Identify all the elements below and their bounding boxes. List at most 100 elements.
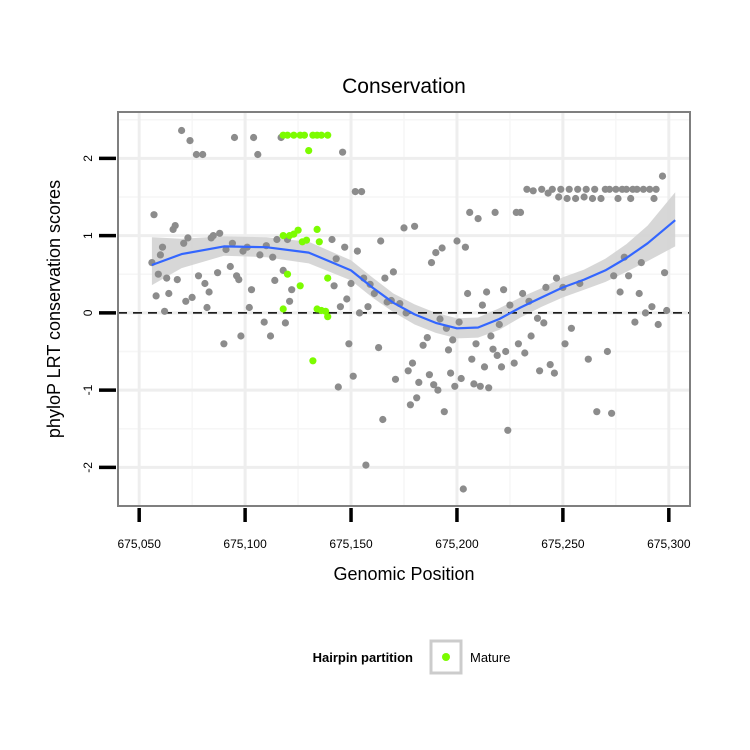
point [527,332,535,340]
point [658,172,667,180]
point [271,276,279,284]
point [466,208,474,216]
point [220,340,228,348]
point [334,383,342,391]
point [572,194,580,203]
point [502,347,510,356]
point [474,215,482,223]
smooth-fit-line [151,219,676,330]
point [209,232,217,240]
mature-point [324,131,332,139]
mature-point [296,282,304,290]
mature-point [309,357,317,365]
point [510,359,518,367]
point [370,289,378,298]
point [550,369,559,377]
mature-point [322,307,330,315]
point [226,262,234,271]
mature-point [294,226,302,234]
point [413,394,421,402]
point [470,380,478,388]
x-tick-label: 675,300 [647,537,691,551]
point [504,426,512,434]
point [453,237,461,245]
point [641,309,650,317]
point [608,409,616,417]
point [529,187,537,195]
x-tick-label: 675,200 [435,537,479,551]
point [516,208,525,216]
x-axis-ticks: 675,050 675,100 675,150 675,200 675,250 675,3… [117,508,691,551]
point [574,185,582,193]
point [584,355,592,363]
point [548,185,556,193]
point [472,340,480,348]
plot-panel [117,111,691,507]
point [404,367,412,375]
legend-entry-label: Mature [470,650,510,665]
point [192,150,200,159]
point [391,375,400,383]
point [161,307,169,315]
point [188,293,196,301]
point [379,415,387,424]
point [186,137,194,145]
point [485,384,493,392]
point [614,194,622,203]
point [237,332,245,340]
point [286,297,294,305]
point [165,289,173,298]
point [663,306,671,315]
point [633,185,641,193]
point [228,239,236,247]
point [256,251,264,259]
point [464,289,472,298]
point [661,269,669,277]
point [489,345,497,353]
point [408,359,417,367]
point [480,363,489,371]
point [260,318,268,326]
y-tick-label: 0 [81,309,95,316]
point [506,301,514,309]
point [154,270,162,278]
point [411,222,419,230]
mature-point [279,305,287,313]
point [436,315,444,323]
point [447,369,455,377]
point [199,150,207,159]
point [555,193,563,201]
point [250,133,258,142]
confidence-band-layer [151,192,676,339]
point [476,382,484,390]
point [597,194,605,203]
y-axis-ticks: -2 -1 0 1 2 [81,155,116,473]
point [353,247,361,255]
point [533,314,542,322]
point [423,334,431,342]
point [150,211,158,219]
point [468,355,476,363]
point [487,332,495,340]
point [203,303,211,312]
mature-point [324,274,332,282]
point [451,382,459,390]
point [565,185,573,193]
points-layer [148,126,671,493]
point [491,208,499,216]
y-tick-label: 1 [81,232,95,239]
point [245,303,253,312]
point [588,194,597,203]
point [247,286,256,294]
point [538,185,546,193]
point [521,349,529,357]
point [493,351,501,359]
point [362,461,370,469]
point [184,234,192,242]
point [616,288,624,296]
point [591,185,599,193]
mature-point [317,131,325,139]
point [406,401,414,409]
point [330,282,338,290]
mature-point [279,232,287,240]
